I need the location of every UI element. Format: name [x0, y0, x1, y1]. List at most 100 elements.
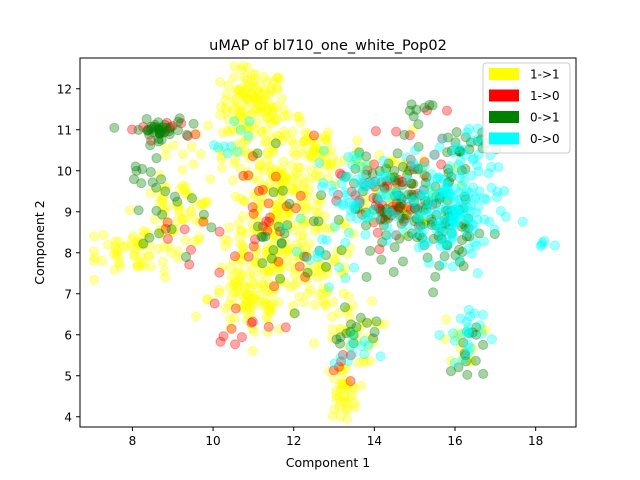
- scatter-point: [361, 151, 372, 162]
- scatter-point: [408, 157, 419, 168]
- scatter-point: [443, 167, 454, 179]
- scatter-point: [244, 267, 255, 278]
- scatter-point: [329, 358, 340, 369]
- scatter-point: [447, 204, 458, 215]
- scatter-point: [236, 137, 247, 149]
- scatter-point: [418, 204, 429, 215]
- scatter-point: [360, 357, 371, 368]
- scatter-point: [431, 198, 442, 209]
- scatter-point: [317, 270, 328, 281]
- scatter-point: [298, 178, 309, 189]
- series-3: [208, 116, 561, 369]
- scatter-point: [159, 212, 170, 223]
- scatter-point: [341, 374, 353, 386]
- scatter-point: [310, 171, 321, 182]
- scatter-point: [229, 116, 240, 127]
- scatter-point: [406, 189, 417, 200]
- scatter-point: [348, 262, 360, 273]
- scatter-point: [254, 295, 265, 307]
- scatter-point: [370, 213, 382, 224]
- scatter-point: [144, 240, 156, 251]
- scatter-point: [362, 210, 373, 221]
- scatter-point: [121, 241, 132, 252]
- scatter-point: [252, 148, 263, 159]
- scatter-point: [267, 106, 278, 118]
- scatter-point: [449, 357, 460, 369]
- scatter-point: [217, 127, 228, 138]
- scatter-point: [386, 155, 397, 166]
- scatter-point: [300, 127, 311, 138]
- scatter-point: [251, 257, 262, 268]
- scatter-point: [249, 92, 260, 103]
- scatter-point: [263, 266, 274, 277]
- scatter-point: [472, 214, 483, 225]
- scatter-point: [316, 223, 327, 234]
- scatter-point: [252, 221, 264, 232]
- scatter-point: [434, 329, 445, 341]
- scatter-point: [158, 191, 169, 203]
- scatter-point: [248, 173, 259, 184]
- scatter-point: [443, 189, 454, 200]
- scatter-point: [456, 165, 467, 176]
- scatter-point: [335, 332, 346, 343]
- points-layer: [89, 61, 561, 424]
- scatter-point: [109, 122, 120, 133]
- scatter-point: [338, 198, 349, 209]
- scatter-point: [417, 202, 428, 213]
- scatter-point: [339, 395, 350, 406]
- scatter-point: [277, 195, 288, 206]
- scatter-point: [343, 306, 354, 317]
- scatter-point: [321, 146, 332, 157]
- scatter-point: [379, 207, 390, 218]
- scatter-point: [153, 124, 164, 135]
- scatter-point: [470, 194, 481, 205]
- scatter-point: [270, 138, 281, 149]
- scatter-point: [423, 196, 434, 207]
- scatter-point: [247, 151, 258, 162]
- scatter-point: [255, 257, 266, 268]
- scatter-point: [422, 252, 433, 263]
- scatter-point: [244, 97, 255, 109]
- scatter-point: [434, 188, 445, 199]
- scatter-point: [302, 288, 313, 299]
- scatter-point: [444, 205, 455, 216]
- scatter-point: [457, 246, 468, 258]
- scatter-point: [450, 219, 461, 230]
- scatter-point: [340, 237, 351, 248]
- scatter-point: [409, 164, 420, 175]
- scatter-point: [377, 200, 388, 211]
- scatter-point: [283, 207, 294, 218]
- scatter-point: [322, 160, 333, 171]
- scatter-point: [320, 130, 331, 141]
- scatter-point: [228, 145, 239, 156]
- scatter-point: [331, 390, 342, 401]
- scatter-point: [229, 251, 241, 262]
- scatter-point: [489, 228, 500, 240]
- scatter-point: [248, 269, 260, 280]
- scatter-point: [405, 161, 416, 172]
- scatter-point: [465, 328, 476, 339]
- scatter-point: [386, 205, 398, 216]
- scatter-point: [250, 149, 261, 161]
- scatter-point: [166, 226, 177, 237]
- scatter-point: [265, 112, 276, 123]
- scatter-point: [347, 324, 358, 335]
- scatter-point: [427, 204, 438, 216]
- scatter-point: [145, 261, 156, 272]
- scatter-point: [277, 198, 288, 209]
- scatter-point: [408, 189, 419, 200]
- scatter-point: [464, 187, 475, 198]
- scatter-point: [442, 214, 453, 225]
- scatter-point: [298, 218, 309, 229]
- scatter-point: [375, 351, 386, 362]
- scatter-point: [458, 354, 469, 365]
- scatter-point: [216, 262, 227, 273]
- scatter-point: [355, 196, 366, 207]
- scatter-point: [154, 128, 165, 139]
- scatter-point: [230, 94, 242, 106]
- scatter-point: [254, 216, 265, 227]
- scatter-point: [258, 268, 269, 279]
- scatter-point: [229, 299, 240, 310]
- scatter-point: [276, 94, 287, 105]
- scatter-point: [302, 260, 313, 271]
